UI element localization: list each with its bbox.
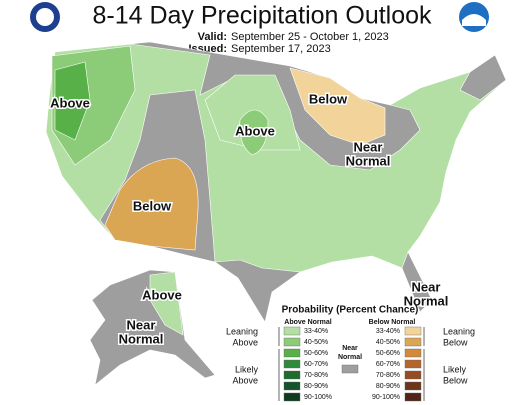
above-swatch [283,326,301,336]
region-label: Near [354,139,383,154]
below-range: 50-60% [376,350,400,357]
below-swatch [404,337,422,347]
above-header: Above Normal [284,319,332,326]
group-label: Above [232,375,258,385]
above-range: 60-70% [304,361,328,368]
below-range: 33-40% [376,328,400,335]
green-pnw-core [54,61,91,141]
region-label: Normal [119,331,164,346]
above-swatch [283,381,301,391]
below-swatch [404,381,422,391]
near-swatch [341,364,359,374]
gray-texas [214,259,301,323]
below-range: 80-90% [376,383,400,390]
above-swatch [283,359,301,369]
valid-label: Valid: [198,31,227,43]
below-greatlakes [289,67,386,146]
below-range: 90-100% [372,394,400,401]
gray-northeast [459,54,507,101]
below-swatch [404,370,422,380]
region-label: Near [127,317,156,332]
below-swatch [404,392,422,402]
group-label: Below [443,337,468,347]
title: 8-14 Day Precipitation Outlook [92,2,432,30]
above-swatch [283,348,301,358]
above-swatch [283,370,301,380]
above-swatch [283,392,301,402]
legend: Probability (Percent Chance) Above Normal… [226,305,475,402]
below-header: Below Normal [369,319,416,326]
alaska [89,269,216,386]
map-labels: AboveAboveBelowBelowNearNormalNearNormal… [49,90,450,348]
near-label: Normal [338,354,362,361]
below-range: 70-80% [376,372,400,379]
issued-date: September 17, 2023 [231,43,331,55]
below-swatch [404,359,422,369]
region-label: Above [142,287,182,302]
below-range: 40-50% [376,339,400,346]
group-label: Leaning [443,326,475,336]
below-swatch [404,348,422,358]
above-range: 50-60% [304,350,328,357]
group-label: Likely [235,364,259,374]
region-label: Above [50,95,90,110]
above-range: 90-100% [304,394,332,401]
gray-florida [401,251,433,313]
region-label: Normal [404,293,449,308]
below-range: 60-70% [376,361,400,368]
green-sd-core [239,109,269,156]
noaa-logo-wave [462,14,486,26]
alaska-green [149,271,184,336]
region-label: Below [133,198,172,213]
near-label: Near [342,345,358,352]
above-range: 80-90% [304,383,328,390]
region-label: Normal [346,153,391,168]
group-label: Above [232,337,258,347]
above-range: 40-50% [304,339,328,346]
above-swatch [283,337,301,347]
conus [45,41,507,323]
doc-logo-inner [36,8,54,26]
region-label: Above [235,123,275,138]
legend-title: Probability (Percent Chance) [282,305,419,316]
alaska-base [89,269,216,386]
region-label: Below [309,91,348,106]
region-label: Near [412,279,441,294]
group-label: Leaning [226,326,258,336]
above-range: 33-40% [304,328,328,335]
group-label: Below [443,375,468,385]
valid-dates: September 25 - October 1, 2023 [231,31,389,43]
below-southwest [104,157,199,251]
below-swatch [404,326,422,336]
above-range: 70-80% [304,372,328,379]
group-label: Likely [443,364,467,374]
